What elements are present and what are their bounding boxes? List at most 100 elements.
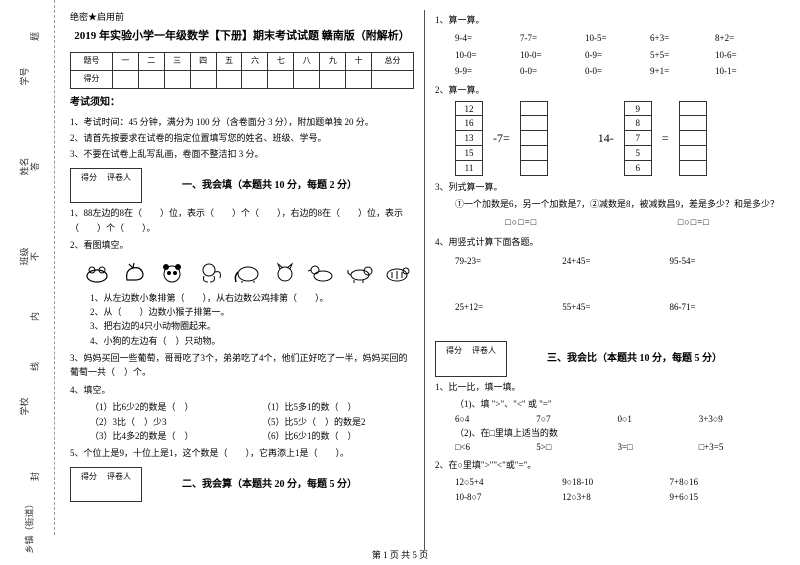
calc: 8+2= (715, 30, 780, 46)
calc: 10-0= (520, 47, 585, 63)
cmp: 6○4 (455, 412, 536, 426)
cmp: 12○3+8 (562, 490, 669, 504)
cmp: 12○5+4 (455, 475, 562, 489)
cell: 5 (624, 146, 652, 161)
q2-3a: ①一个加数是6，另一个加数是7，②减数是8，被减数昌9，差是多少？和是多少？ (455, 197, 780, 211)
th: 六 (242, 52, 268, 70)
duck-icon (305, 257, 339, 287)
bind-l4: 线 (28, 362, 41, 371)
cmp: 9+6○15 (670, 490, 777, 504)
calc: 0-0= (520, 63, 585, 79)
stack-row: 12 16 13 15 11 -7= 14- 9 8 7 5 6 = (455, 101, 780, 176)
calc: 9-9= (455, 63, 520, 79)
op-eq: = (662, 129, 669, 148)
calc: 6+3= (650, 30, 715, 46)
q1-4c: （2）3比（ ）少3 (90, 415, 242, 429)
cell: 16 (455, 116, 483, 131)
th: 总分 (372, 52, 414, 70)
cell: 15 (455, 146, 483, 161)
notice-title: 考试须知： (70, 95, 414, 111)
section-3-title: 三、我会比（本题共 10 分，每题 5 分） (547, 351, 722, 367)
th: 七 (268, 52, 294, 70)
th: 四 (190, 52, 216, 70)
calc: 0-9= (585, 47, 650, 63)
scorer-box: 得分评卷人 (70, 467, 142, 503)
calc: 10-6= (715, 47, 780, 63)
bind-l9: 答 (28, 162, 41, 171)
q1-2b: 2、从（ ）边数小猴子排第一。 (90, 305, 414, 319)
cell: 9 (624, 101, 652, 116)
cmp: 3+3○9 (699, 412, 780, 426)
cmp: 5>□ (536, 440, 617, 454)
cell: 13 (455, 131, 483, 146)
cmp: 10-8○7 (455, 490, 562, 504)
q1-4e: （3）比4多2的数是（ ） (90, 429, 242, 443)
q2-2: 2、算一算。 (435, 83, 780, 97)
calc: 9-4= (455, 30, 520, 46)
section-1-bar: 得分评卷人 一、我会填（本题共 10 分，每题 2 分） (70, 168, 414, 204)
calc: 7-7= (520, 30, 585, 46)
calc: 10-5= (585, 30, 650, 46)
th: 八 (294, 52, 320, 70)
cmp: □+3=5 (699, 440, 780, 454)
q1-2a: 1、从左边数小象排第（ ），从右边数公鸡排第（ ）。 (90, 291, 414, 305)
vertical-calc-2: 25+12= 55+45= 86-71= (455, 299, 780, 315)
formula-1: □○□=□ (505, 215, 537, 229)
scorer-b: 评卷人 (103, 471, 135, 484)
q1-4: 4、填空。 (70, 383, 414, 397)
q1-4f: （6）比6少1的数（ ） (262, 429, 414, 443)
page: 绝密★启用前 2019 年实验小学一年级数学【下册】期末考试试题 赣南版（附解析… (60, 10, 790, 550)
q2-3: 3、列式算一算。 (435, 180, 780, 194)
notice-block: 1、考试时间：45 分钟，满分为 100 分（含卷面分 3 分），附加题单独 2… (70, 115, 414, 162)
cmp1-row: 6○4 7○7 0○1 3+3○9 (455, 412, 780, 426)
bind-l7: 不 (28, 252, 41, 261)
q1-1: 1、88左边的8在（ ）位，表示（ ）个（ ），右边的8在（ ）位，表示（ ）个… (70, 206, 414, 235)
scorer-a: 得分 (77, 471, 101, 484)
page-footer: 第 1 页 共 5 页 (0, 548, 800, 561)
vert: 95-54= (670, 253, 777, 269)
q2-1: 1、算一算。 (435, 13, 780, 27)
th: 五 (216, 52, 242, 70)
cmp: 7+8○16 (670, 475, 777, 489)
cmp3-row: 12○5+4 9○18-10 7+8○16 10-8○7 12○3+8 9+6○… (455, 475, 780, 504)
cell: 11 (455, 161, 483, 176)
elephant-icon (230, 257, 264, 287)
calc: 10-1= (715, 63, 780, 79)
score-value-row: 得分 (71, 70, 414, 88)
cmp: 9○18-10 (562, 475, 669, 489)
q1-2d: 4、小狗的左边有（ ）只动物。 (90, 334, 414, 348)
exam-title: 2019 年实验小学一年级数学【下册】期末考试试题 赣南版（附解析） (70, 28, 414, 46)
q1-2: 2、看图填空。 (70, 238, 414, 252)
th: 题号 (71, 52, 113, 70)
calc: 5+5= (650, 47, 715, 63)
cat-icon (268, 257, 302, 287)
bind-l10: 学号 (18, 67, 31, 85)
binding-margin: 乡镇（街道） 封 学校 线 内 班级 不 姓名 答 学号 题 (0, 0, 55, 535)
q1-2c: 3、把右边的4只小动物圈起来。 (90, 319, 414, 333)
section-1-title: 一、我会填（本题共 10 分，每题 2 分） (182, 178, 357, 194)
scorer-box: 得分评卷人 (70, 168, 142, 204)
bind-l1: 乡镇（街道） (23, 499, 36, 553)
frog-icon (80, 257, 114, 287)
q1-3: 3、妈妈买回一些葡萄，哥哥吃了3个，弟弟吃了4个，他们正好吃了一半，妈妈买回的葡… (70, 351, 414, 380)
cell: 7 (624, 131, 652, 146)
th: 三 (164, 52, 190, 70)
animal-row (80, 257, 414, 287)
monkey-icon (193, 257, 227, 287)
cmp: 0○1 (618, 412, 699, 426)
left-column: 绝密★启用前 2019 年实验小学一年级数学【下册】期末考试试题 赣南版（附解析… (60, 10, 425, 550)
stack-b-result (679, 101, 707, 176)
scorer-a: 得分 (442, 345, 466, 358)
q1-4b: （1）比5多1的数（ ） (262, 400, 414, 414)
panda-icon (155, 257, 189, 287)
formula-2: □○□=□ (678, 215, 710, 229)
bind-l3: 学校 (18, 397, 31, 415)
q3-2: 2、在○里填">""<"或"="。 (435, 458, 780, 472)
vert: 24+45= (562, 253, 669, 269)
tiger-icon (381, 257, 415, 287)
section-2-bar: 得分评卷人 二、我会算（本题共 20 分，每题 5 分） (70, 467, 414, 503)
bind-l5: 内 (28, 312, 41, 321)
q1-5: 5、个位上是9，十位上是1，这个数是（ ），它再添上1是（ ）。 (70, 446, 414, 460)
calc-grid: 9-4= 7-7= 10-5= 6+3= 8+2= 10-0= 10-0= 0-… (455, 30, 780, 79)
q1-4a: （1）比6少2的数是（ ） (90, 400, 242, 414)
